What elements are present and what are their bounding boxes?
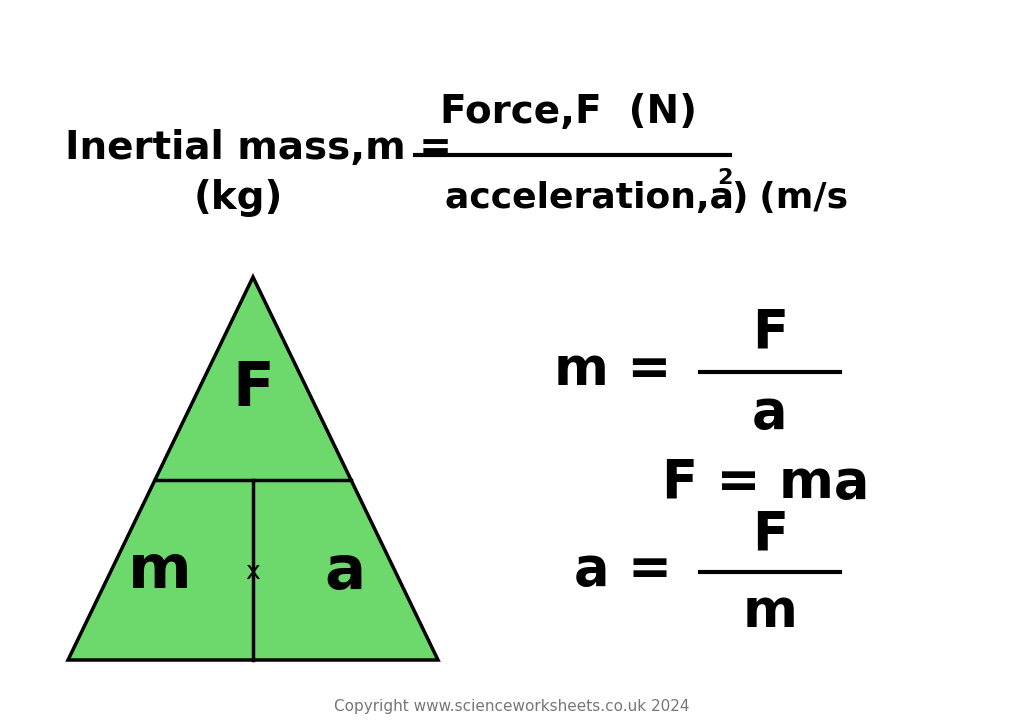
Text: ): ) — [731, 181, 748, 215]
Text: F: F — [752, 306, 788, 358]
Text: a =: a = — [573, 544, 672, 596]
Text: a: a — [753, 387, 787, 439]
Text: m: m — [742, 586, 798, 638]
Text: Inertial mass,m =: Inertial mass,m = — [65, 129, 452, 167]
Text: (kg): (kg) — [194, 179, 283, 217]
Text: F = ma: F = ma — [662, 457, 869, 509]
Text: a: a — [325, 542, 366, 602]
Text: m: m — [128, 542, 191, 602]
Polygon shape — [68, 277, 438, 660]
Text: Copyright www.scienceworksheets.co.uk 2024: Copyright www.scienceworksheets.co.uk 20… — [334, 699, 690, 713]
Text: acceleration,a  (m/s: acceleration,a (m/s — [445, 181, 848, 215]
Text: Force,F  (N): Force,F (N) — [439, 93, 696, 131]
Text: F: F — [232, 361, 273, 419]
Text: F: F — [752, 509, 788, 561]
Text: 2: 2 — [717, 168, 732, 188]
Text: m =: m = — [555, 344, 672, 396]
Text: x: x — [246, 560, 260, 584]
